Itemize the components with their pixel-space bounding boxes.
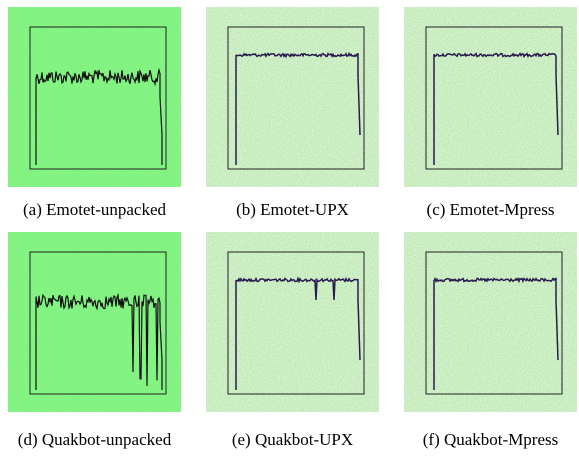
trace <box>235 276 361 390</box>
panel <box>8 232 181 412</box>
trace <box>235 51 361 165</box>
panel <box>8 7 181 187</box>
caption: (a) Emotet-unpacked <box>23 200 167 219</box>
panel-image <box>8 7 181 187</box>
caption: (d) Quakbot-unpacked <box>18 430 172 449</box>
image-frame <box>227 26 365 170</box>
image-frame <box>425 251 563 395</box>
panel-image <box>206 7 379 187</box>
image-frame <box>425 26 563 170</box>
caption: (b) Emotet-UPX <box>236 200 349 219</box>
panel <box>404 232 577 412</box>
trace <box>433 276 559 390</box>
image-frame <box>29 251 167 395</box>
panel <box>404 7 577 187</box>
image-frame <box>227 251 365 395</box>
panel-image <box>404 232 577 412</box>
panel <box>206 232 379 412</box>
caption: (f) Quakbot-Mpress <box>423 430 559 449</box>
trace <box>35 292 163 390</box>
panel-image <box>8 232 181 412</box>
image-frame <box>29 26 167 170</box>
panel <box>206 7 379 187</box>
caption: (e) Quakbot-UPX <box>232 430 353 449</box>
caption: (c) Emotet-Mpress <box>427 200 555 219</box>
trace <box>433 52 559 165</box>
trace <box>35 67 163 165</box>
panel-image <box>404 7 577 187</box>
panel-image <box>206 232 379 412</box>
